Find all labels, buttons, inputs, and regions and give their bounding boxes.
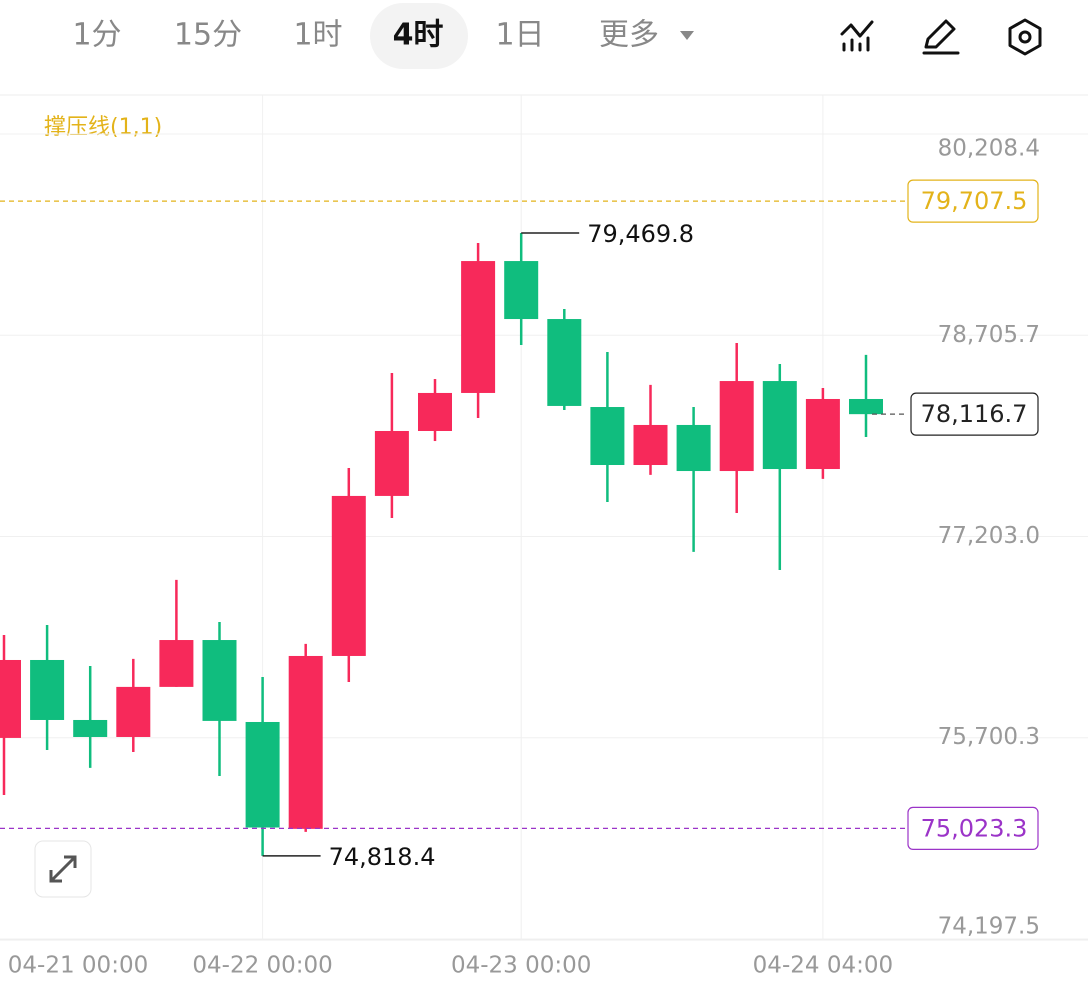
candle-body <box>73 719 108 737</box>
candle-body <box>116 686 151 737</box>
price-label: 78,116.7 <box>921 400 1028 428</box>
price-label: 75,023.3 <box>921 814 1028 842</box>
x-tick-label: 04-24 04:00 <box>753 953 893 979</box>
extreme-label: 79,469.8 <box>587 220 694 248</box>
chart: 撑压线(1,1) 74,197.5 75,700.3 77,203.0 78,705.7… <box>0 95 1088 979</box>
candle-body <box>633 424 668 466</box>
tab[interactable]: 4时 <box>393 18 444 53</box>
x-tick-label: 04-21 00:00 <box>8 953 148 979</box>
tab[interactable]: 15分 <box>174 18 242 53</box>
candle-body <box>0 659 21 738</box>
candle-body <box>374 430 409 496</box>
candle-body <box>547 319 582 406</box>
candle-body <box>245 721 280 828</box>
price-label: 79,707.5 <box>921 187 1028 215</box>
settings-icon-center <box>1018 30 1032 44</box>
y-tick-label: 77,203.0 <box>938 523 1040 549</box>
x-tick-label: 04-23 00:00 <box>451 953 591 979</box>
y-tick-label: 80,208.4 <box>938 136 1040 162</box>
candle-body <box>590 407 625 466</box>
price-box <box>907 806 1039 851</box>
price-box <box>907 179 1039 223</box>
indicator-label: 撑压线(1,1) <box>44 115 162 140</box>
tab[interactable]: 1时 <box>293 18 342 53</box>
candle-body <box>159 640 194 687</box>
settings-icon[interactable] <box>1008 18 1042 56</box>
candle-body <box>762 381 797 470</box>
candle-body <box>30 659 65 720</box>
tab[interactable]: 更多 <box>599 18 659 53</box>
candle-body <box>849 398 883 415</box>
extreme-label: 74,818.4 <box>329 843 436 871</box>
tabs: 1分 15分 1时 4时 1日 更多 <box>72 3 659 69</box>
tab[interactable]: 1分 <box>72 18 121 53</box>
indicator-icon[interactable] <box>840 20 874 52</box>
candle-body <box>805 398 840 470</box>
y-tick-label: 78,705.7 <box>938 322 1040 348</box>
y-tick-label: 74,197.5 <box>938 914 1040 940</box>
candle-body <box>288 655 323 829</box>
candle-body <box>461 261 496 393</box>
active-tab-bg <box>370 3 468 69</box>
draw-icon[interactable] <box>922 19 960 55</box>
candle-body <box>504 261 539 320</box>
candle-body <box>418 392 452 431</box>
candle-body <box>676 424 711 472</box>
x-tick-label: 04-22 00:00 <box>192 953 332 979</box>
candle-body <box>202 640 237 721</box>
more-arrow[interactable] <box>680 31 694 40</box>
price-box <box>910 392 1039 436</box>
candle-body <box>331 495 366 656</box>
y-tick-label: 75,700.3 <box>938 724 1040 750</box>
candle-body <box>719 381 754 472</box>
tab[interactable]: 1日 <box>495 18 544 53</box>
expand-icon <box>49 855 77 883</box>
